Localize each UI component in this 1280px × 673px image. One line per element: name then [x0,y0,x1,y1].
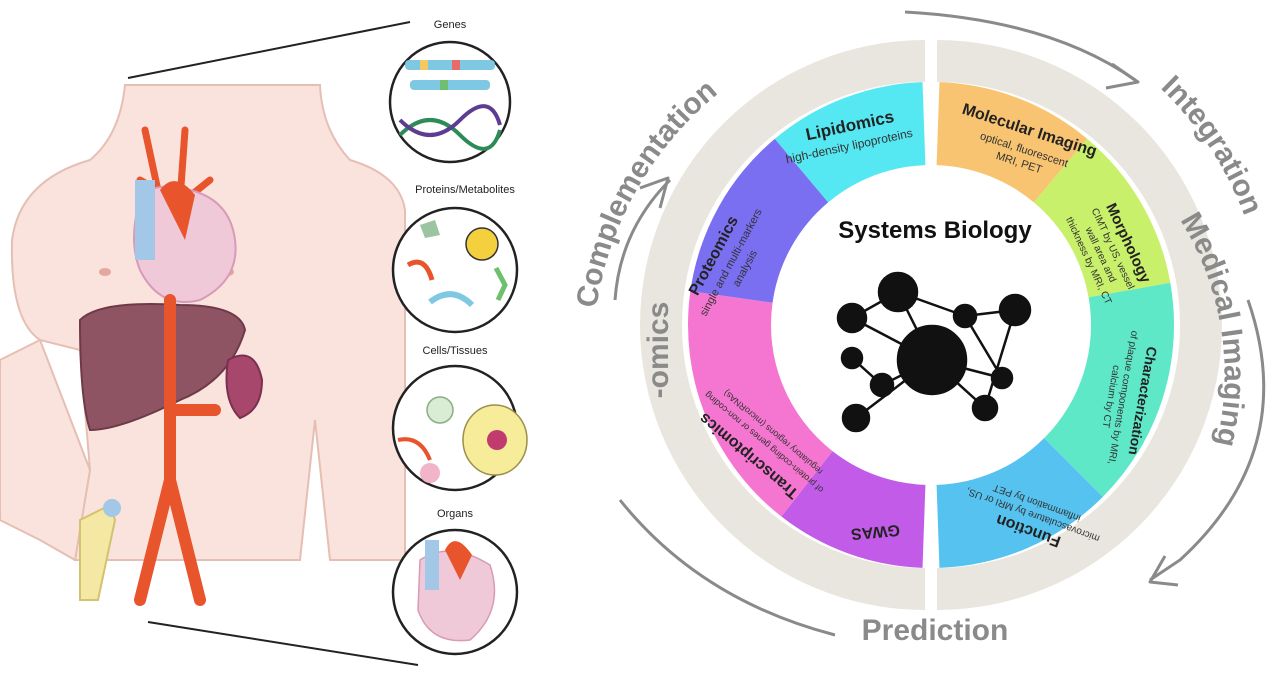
gwas-title: GWAS [850,521,901,542]
segment-gwas: GWAS [850,521,901,542]
segment-fill-transcriptomics [688,291,833,517]
scale-genes: Genes [388,19,512,164]
human-body-illustration [0,84,406,606]
arrowhead-right [1148,555,1179,587]
scale-proteins-label: Proteins/Metabolites [415,184,515,196]
cycle-arrows [613,10,1266,637]
segment-fill-morphology [1033,138,1171,298]
liver [78,303,247,432]
network-icon [836,271,1032,433]
zoom-line-bottom [147,621,419,666]
label-omics: -omics [642,302,675,399]
scale-proteins: Proteins/Metabolites [391,184,519,334]
center-title: Systems Biology [838,217,1032,244]
outer-ring-left [640,40,925,610]
label-prediction: Prediction [862,614,1009,647]
scale-genes-label: Genes [434,19,467,31]
segment-fill-lipidomics [774,82,926,203]
aorta [134,294,221,606]
arrow-bottom [618,499,836,637]
outer-ring-right [937,40,1222,610]
wheel: Systems Biology [570,10,1269,647]
arrowhead-left [639,176,670,209]
segment-fill-characterization [1044,282,1174,497]
arrowhead-top [1105,62,1140,90]
scale-organs: Organs [391,508,519,656]
scale-organs-label: Organs [437,508,474,520]
segment-fill-molecular [936,82,1088,203]
spleen [225,354,264,420]
segment-fill-function [936,438,1103,568]
zoom-line-top [127,21,411,79]
arrow-right [1149,299,1266,582]
segment-fill-gwas [781,451,926,568]
segment-fill-proteomics [690,138,829,303]
scale-cells-label: Cells/Tissues [423,345,488,357]
segment-ring [688,82,1174,568]
scale-cells: Cells/Tissues [391,345,528,492]
arrow-left [613,178,672,301]
